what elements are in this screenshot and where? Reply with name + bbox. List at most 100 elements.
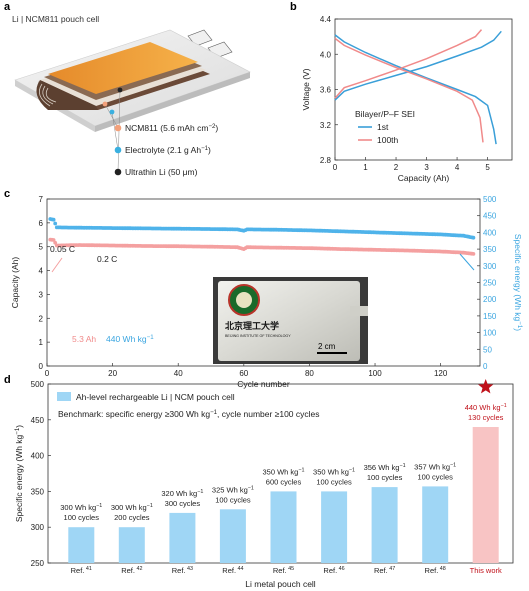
annotation-capacity: 5.3 Ah xyxy=(72,334,96,344)
bar-energy-label-5-base: 350 Wh kg xyxy=(313,467,349,476)
y-right-tick-label-1: 50 xyxy=(483,345,492,354)
x-axis-label: Capacity (Ah) xyxy=(398,173,450,183)
x-category-label-3: Ref. 44 xyxy=(222,566,243,575)
x-category-label-3-sup: 44 xyxy=(236,566,244,572)
callout-dot-li xyxy=(118,88,123,93)
bar-energy-label-4: 350 Wh kg−1 xyxy=(262,467,304,476)
panel-letter-b: b xyxy=(290,1,297,13)
bar-energy-label-3-base: 325 Wh kg xyxy=(212,485,248,494)
bar-energy-label-2-base: 320 Wh kg xyxy=(161,489,197,498)
x-tick-label-0: 0 xyxy=(333,163,338,172)
y-left-tick-label-4: 4 xyxy=(39,267,44,276)
bar-energy-label-6: 356 Wh kg−1 xyxy=(364,463,406,472)
legend-swatch xyxy=(57,392,71,401)
callout-label-2: Ultrathin Li (50 μm) xyxy=(125,167,198,177)
annotation-energy: 440 Wh kg−1 xyxy=(106,334,154,345)
callout-label-2-base: Ultrathin Li (50 μm) xyxy=(125,167,198,177)
bar-8 xyxy=(473,427,499,563)
bar-energy-label-8-sup: −1 xyxy=(501,403,507,409)
bar-cycles-label-4: 600 cycles xyxy=(266,477,302,486)
x-category-label-2-sup: 43 xyxy=(186,566,194,572)
bar-energy-label-7-base: 357 Wh kg xyxy=(414,462,450,471)
bar-energy-label-6-base: 356 Wh kg xyxy=(364,463,400,472)
energy-point-2 xyxy=(52,218,56,222)
bar-energy-label-5-sup: −1 xyxy=(349,467,355,473)
x-tick-label-3: 3 xyxy=(424,163,429,172)
y-left-axis-label: Capacity (Ah) xyxy=(10,257,20,309)
legend-label-1: 100th xyxy=(377,135,399,145)
callout-marker-0 xyxy=(115,125,122,132)
scale-bar-label: 2 cm xyxy=(318,342,336,351)
callout-dot-ncm xyxy=(103,102,108,107)
panel-letter-c: c xyxy=(4,188,10,200)
x-tick-label-6: 120 xyxy=(434,369,448,378)
x-category-label-4-base: Ref. xyxy=(273,566,287,575)
bar-energy-label-1: 300 Wh kg−1 xyxy=(111,503,153,512)
bar-energy-label-2-sup: −1 xyxy=(197,489,203,495)
y-left-tick-label-0: 0 xyxy=(39,362,44,371)
x-category-label-5: Ref. 46 xyxy=(323,566,344,575)
callout-label-0-base: NCM811 (5.6 mAh cm xyxy=(125,123,208,133)
callout-marker-1 xyxy=(115,147,122,154)
x-category-label-8: This work xyxy=(470,566,502,575)
x-category-label-5-sup: 46 xyxy=(337,566,345,572)
star-icon xyxy=(478,379,493,393)
legend-label: Ah-level rechargeable Li | NCM pouch cel… xyxy=(76,392,235,402)
callout-label-0-tail: ) xyxy=(215,123,218,133)
y-axis-label-base: Specific energy (Wh kg xyxy=(14,434,24,522)
x-category-label-3-base: Ref. xyxy=(222,566,236,575)
energy-point-258 xyxy=(472,236,476,240)
y-tick-label-0: 2.8 xyxy=(320,156,332,165)
bar-cycles-label-7: 100 cycles xyxy=(417,472,453,481)
bar-energy-label-5: 350 Wh kg−1 xyxy=(313,467,355,476)
x-tick-label-2: 2 xyxy=(394,163,399,172)
annotation-arrow-energy xyxy=(460,254,474,270)
panel-a-title: Li | NCM811 pouch cell xyxy=(12,14,99,24)
y-axis-label-tail: ) xyxy=(14,425,24,428)
y-right-axis-label: Specific energy (Wh kg−1) xyxy=(513,234,524,331)
x-category-label-2: Ref. 43 xyxy=(172,566,193,575)
series-100th-charge xyxy=(335,30,482,99)
x-category-label-0-base: Ref. xyxy=(71,566,85,575)
x-category-label-6-sup: 47 xyxy=(388,566,396,572)
callout-label-1-base: Electrolyte (2.1 g Ah xyxy=(125,145,201,155)
panel-a-callouts: NCM811 (5.6 mAh cm−2)Electrolyte (2.1 g … xyxy=(115,123,219,178)
y-tick-label-3: 4.0 xyxy=(320,50,332,59)
bar-energy-label-7-sup: −1 xyxy=(450,462,456,468)
x-category-label-5-base: Ref. xyxy=(323,566,337,575)
x-tick-label-1: 20 xyxy=(108,369,117,378)
x-tick-label-2: 40 xyxy=(174,369,183,378)
x-category-label-1-base: Ref. xyxy=(121,566,135,575)
bar-7 xyxy=(422,486,448,563)
specific-energy-bar-chart: 250 300 350 400 450 500 Li metal pouch cell Spe… xyxy=(14,379,514,589)
callout-marker-2 xyxy=(115,169,122,176)
callout-label-1: Electrolyte (2.1 g Ah−1) xyxy=(125,145,211,156)
series-1st-charge xyxy=(335,31,501,100)
x-category-label-1: Ref. 42 xyxy=(121,566,142,575)
x-category-label-6: Ref. 47 xyxy=(374,566,395,575)
legend-label-0: 1st xyxy=(377,122,389,132)
annotation-arrow-capacity xyxy=(52,258,62,272)
bar-energy-label-3: 325 Wh kg−1 xyxy=(212,485,254,494)
bar-energy-label-1-base: 300 Wh kg xyxy=(111,503,147,512)
y-tick-label-1: 3.2 xyxy=(320,121,332,130)
bar-cycles-label-2: 300 cycles xyxy=(165,499,201,508)
y-left-tick-label-7: 7 xyxy=(39,195,44,204)
x-tick-label-1: 1 xyxy=(363,163,368,172)
bar-energy-label-4-base: 350 Wh kg xyxy=(262,467,298,476)
energy-series xyxy=(48,217,475,240)
bar-3 xyxy=(220,509,246,563)
y-tick-label-5: 500 xyxy=(31,380,45,389)
y-right-tick-label-3: 150 xyxy=(483,312,497,321)
y-right-tick-label-0: 0 xyxy=(483,362,488,371)
bar-energy-label-0-sup: −1 xyxy=(96,503,102,509)
x-category-label-2-base: Ref. xyxy=(172,566,186,575)
bar-0 xyxy=(68,527,94,563)
y-tick-label-4: 4.4 xyxy=(320,15,332,24)
x-category-label-7: Ref. 48 xyxy=(425,566,446,575)
bar-energy-label-3-sup: −1 xyxy=(248,485,254,491)
x-tick-label-4: 80 xyxy=(305,369,314,378)
y-left-tick-label-5: 5 xyxy=(39,243,44,252)
bar-2 xyxy=(169,513,195,563)
bar-energy-label-0: 300 Wh kg−1 xyxy=(60,503,102,512)
